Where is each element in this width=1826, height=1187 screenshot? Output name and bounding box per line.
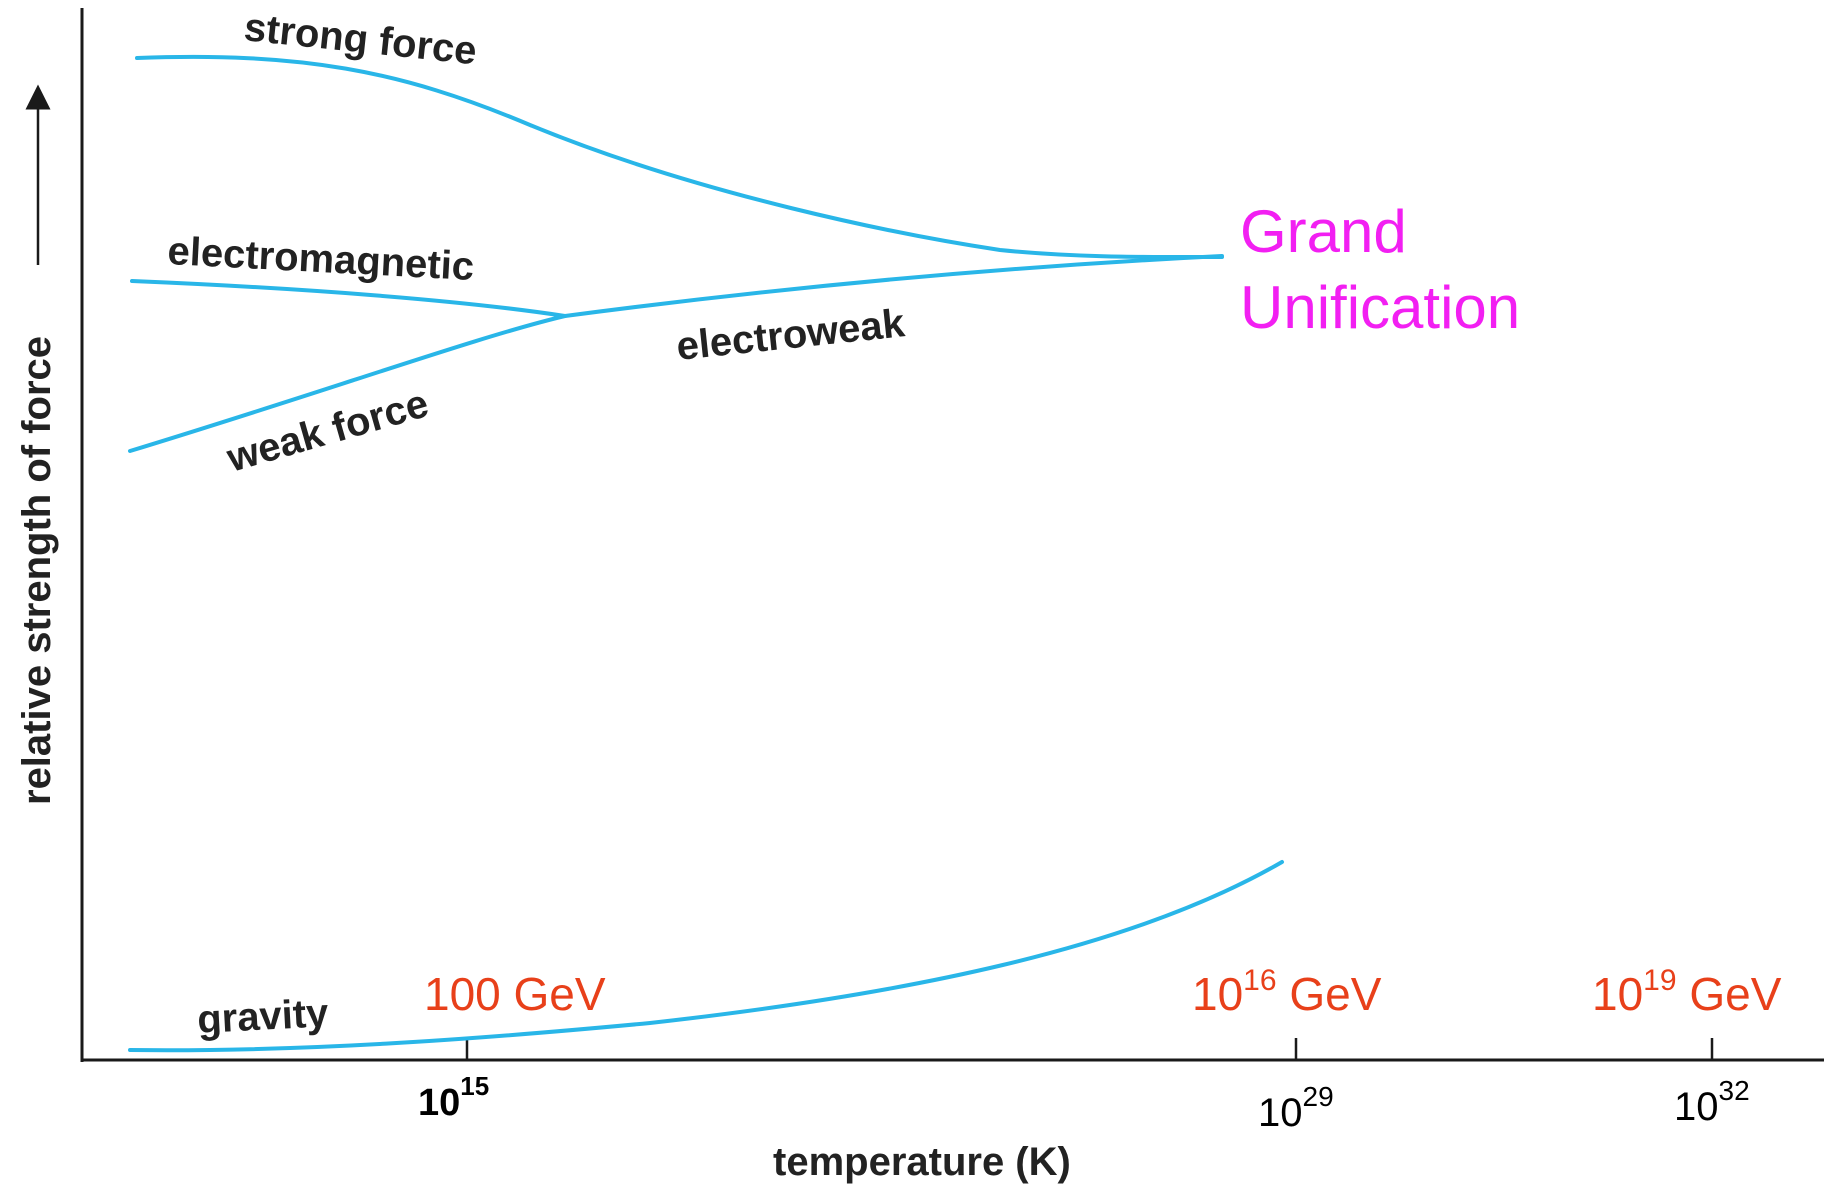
x-tick-label-1e32: 1032: [1674, 1075, 1750, 1129]
tick-exponent: 32: [1719, 1075, 1750, 1106]
label-weak-force: weak force: [221, 381, 433, 481]
energy-label-1e19gev: 1019 GeV: [1592, 964, 1782, 1020]
x-axis-title: temperature (K): [773, 1140, 1071, 1184]
tick-base: 10: [1258, 1091, 1303, 1135]
energy-exponent: 19: [1643, 964, 1676, 997]
y-axis-title: relative strength of force: [15, 336, 59, 805]
gravity-curve: [128, 860, 1284, 1053]
label-electromagnetic: electromagnetic: [167, 229, 476, 289]
grand-unification-line1: Grand: [1240, 198, 1407, 265]
label-electroweak: electroweak: [674, 301, 907, 369]
label-gravity: gravity: [196, 991, 330, 1042]
tick-exponent: 15: [460, 1071, 489, 1101]
energy-base: 10: [1192, 968, 1243, 1020]
weak-force-curve: [128, 314, 567, 453]
tick-base: 10: [418, 1082, 460, 1124]
grand-unification-line2: Unification: [1240, 274, 1520, 341]
y-axis-title-group: relative strength of force: [15, 84, 59, 805]
energy-label-100gev: 100 GeV: [424, 968, 606, 1020]
tick-base: 10: [1674, 1085, 1719, 1129]
electromagnetic-curve: [130, 279, 567, 318]
electroweak-curve: [563, 254, 1224, 318]
x-tick-label-1e29: 1029: [1258, 1081, 1334, 1135]
energy-exponent: 16: [1243, 964, 1276, 997]
label-strong-force: strong force: [242, 5, 479, 73]
energy-unit: GeV: [1277, 968, 1382, 1020]
energy-unit: GeV: [1677, 968, 1782, 1020]
tick-exponent: 29: [1303, 1081, 1334, 1112]
energy-base: 10: [1592, 968, 1643, 1020]
x-tick-label-1e15: 1015: [418, 1071, 489, 1124]
strong-force-curve: [135, 54, 1224, 260]
energy-label-1e16gev: 1016 GeV: [1192, 964, 1382, 1020]
